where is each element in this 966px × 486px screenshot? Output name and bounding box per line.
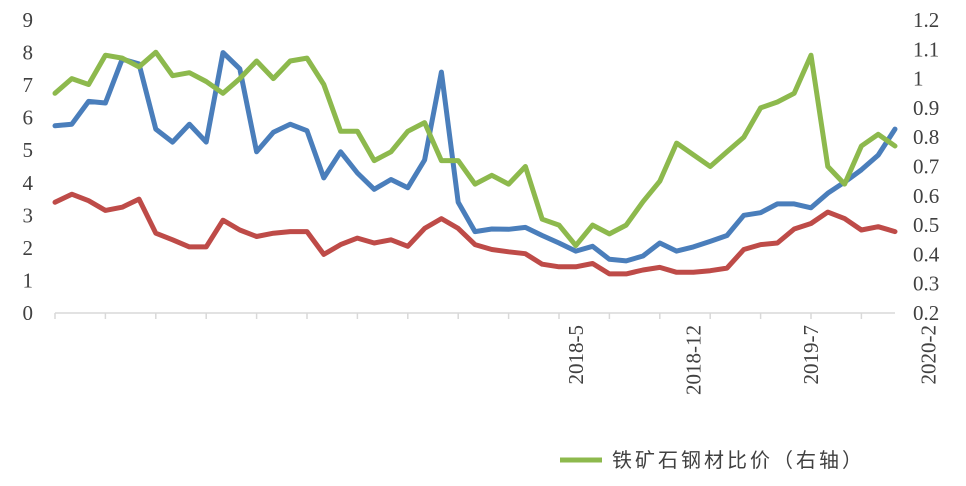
y-left-tick-label: 4 [23,171,34,195]
series-line-ratio [52,49,898,249]
y-right-tick-label: 1.1 [913,37,939,61]
legend: 铁矿石钢材比价（右轴） [560,448,865,472]
y-left-tick-label: 7 [23,73,34,97]
series-lines [52,49,898,277]
y-left-tick-label: 1 [23,268,34,292]
y-right-tick-label: 1.2 [913,8,939,32]
y-left-tick-label: 0 [23,301,34,325]
y-left-tick-label: 8 [23,41,34,65]
x-tick-label: 2019-7 [799,325,823,385]
y-right-tick-label: 0.2 [913,301,939,325]
x-tick-label: 2018-5 [564,325,588,385]
y-left-tick-label: 9 [23,8,34,32]
y-left-tick-label: 6 [23,106,34,130]
series-line-blue [52,50,898,264]
x-tick-label: 2020-2 [917,325,941,385]
y-right-tick-label: 1 [913,67,924,91]
axes: 0 1 2 3 4 5 6 7 8 9 0.2 0.3 0.4 0.5 0.6 0.7 0.8 0.9 1 1.1 1.… [23,8,941,395]
y-left-tick-label: 5 [23,138,34,162]
y-right-tick-label: 0.5 [913,213,939,237]
x-tick-label: 2018-12 [681,325,705,395]
y-right-tick-label: 0.8 [913,125,939,149]
series-line-red [52,191,898,277]
legend-label-ratio: 铁矿石钢材比价（右轴） [612,448,865,472]
y-left-tick-label: 3 [23,203,34,227]
y-right-tick-label: 0.4 [913,242,940,266]
y-right-tick-label: 0.3 [913,272,939,296]
y-right-tick-label: 0.7 [913,155,939,179]
y-right-tick-label: 0.6 [913,184,939,208]
y-right-tick-label: 0.9 [913,96,939,120]
y-left-tick-label: 2 [23,236,34,260]
